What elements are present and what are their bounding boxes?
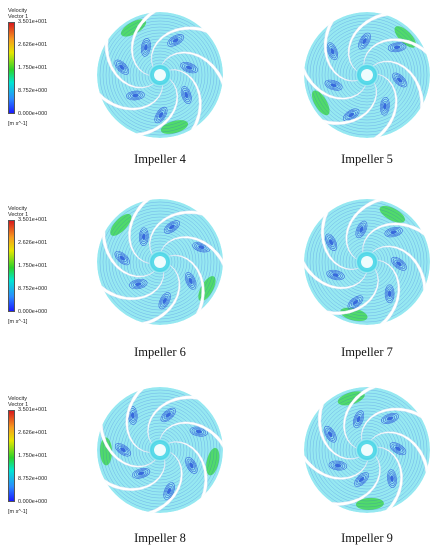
legend-tick-min: 0.000e+000 (18, 111, 48, 117)
legend-tick-3: 1.750e+001 (18, 453, 48, 459)
legend-tick-3: 1.750e+001 (18, 65, 48, 71)
impeller-6-streamline-plot (95, 197, 225, 327)
legend-tick-2: 2.626e+001 (18, 240, 48, 246)
caption-impeller-8: Impeller 8 (134, 531, 186, 545)
impeller-4-streamline-plot (95, 10, 225, 140)
impeller-8-streamline-plot (95, 385, 225, 515)
legend-tick-max: 3.501e+001 (18, 19, 48, 25)
legend-tick-max: 3.501e+001 (18, 217, 48, 223)
legend-title: Velocity Vector 1 (8, 396, 29, 408)
legend-unit: [m s^-1] (8, 319, 28, 325)
impeller-9-streamline-plot (302, 385, 432, 515)
caption-impeller-4: Impeller 4 (134, 152, 186, 166)
legend-colorbar (8, 220, 15, 312)
legend-tick-4: 8.752e+000 (18, 88, 48, 94)
legend-tick-max: 3.501e+001 (18, 407, 48, 413)
legend-tick-3: 1.750e+001 (18, 263, 48, 269)
velocity-legend-row1: Velocity Vector 1 3.501e+001 2.626e+001 1… (5, 8, 75, 138)
legend-unit: [m s^-1] (8, 509, 28, 515)
velocity-legend-row2: Velocity Vector 1 3.501e+001 2.626e+001 1… (5, 206, 75, 336)
legend-title: Velocity Vector 1 (8, 8, 29, 20)
impeller-5-streamline-plot (302, 10, 432, 140)
legend-colorbar (8, 410, 15, 502)
legend-unit: [m s^-1] (8, 121, 28, 127)
legend-tick-2: 2.626e+001 (18, 430, 48, 436)
impeller-7-streamline-plot (302, 197, 432, 327)
legend-tick-min: 0.000e+000 (18, 499, 48, 505)
caption-impeller-7: Impeller 7 (341, 345, 393, 359)
legend-title: Velocity Vector 1 (8, 206, 29, 218)
legend-tick-2: 2.626e+001 (18, 42, 48, 48)
legend-tick-4: 8.752e+000 (18, 286, 48, 292)
caption-impeller-9: Impeller 9 (341, 531, 393, 545)
legend-tick-min: 0.000e+000 (18, 309, 48, 315)
legend-tick-4: 8.752e+000 (18, 476, 48, 482)
legend-colorbar (8, 22, 15, 114)
velocity-legend-row3: Velocity Vector 1 3.501e+001 2.626e+001 1… (5, 396, 75, 526)
caption-impeller-6: Impeller 6 (134, 345, 186, 359)
caption-impeller-5: Impeller 5 (341, 152, 393, 166)
